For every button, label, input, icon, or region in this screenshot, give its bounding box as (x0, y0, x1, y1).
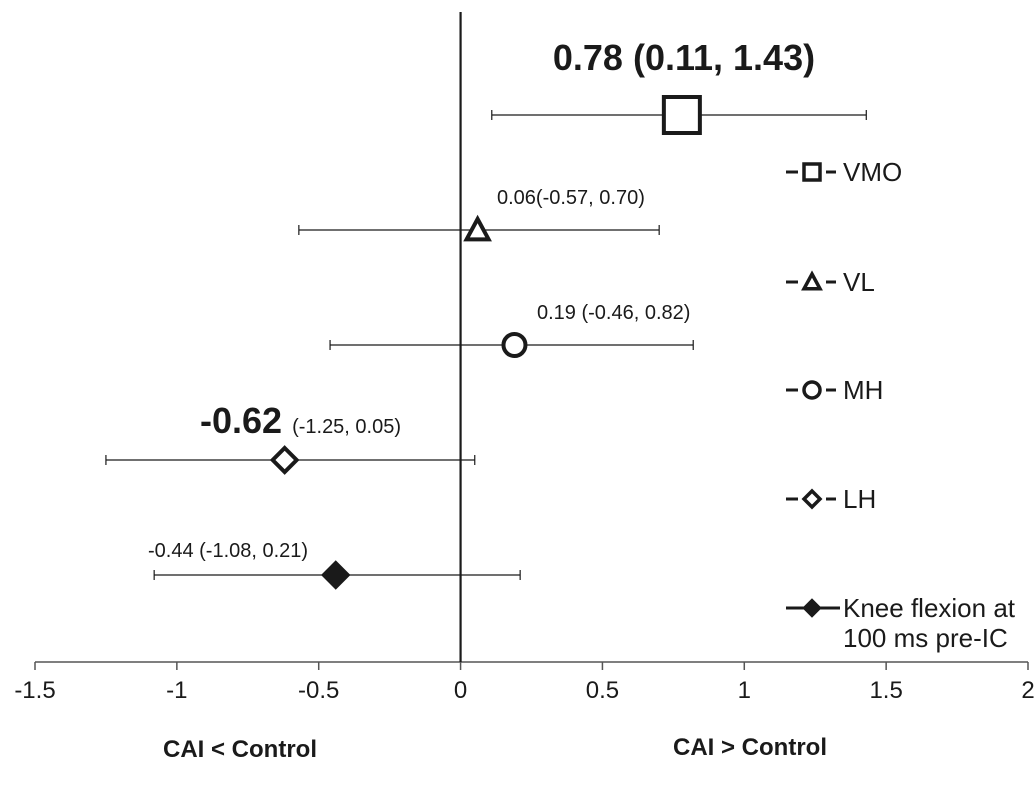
estimate-label-main: 0.19 (-0.46, 0.82) (537, 302, 690, 324)
estimate-label-main: -0.44 (-1.08, 0.21) (148, 540, 308, 562)
estimate-label: -0.44 (-1.08, 0.21) (148, 540, 308, 562)
x-tick-label: 0.5 (586, 677, 619, 704)
x-tick-label: 0 (454, 677, 467, 704)
point-estimate-marker (661, 95, 702, 135)
legend-marker (802, 598, 822, 618)
legend-marker (801, 488, 823, 510)
x-axis: -1.5 -1 -0.5 0 0.5 1 1.5 2 (14, 661, 1035, 704)
estimate-label-main: 0.06(-0.57, 0.70) (497, 187, 645, 209)
legend-label: LH (843, 484, 876, 514)
legend-item-2: VL (786, 267, 875, 297)
legend-item-3: MH (786, 375, 883, 405)
legend-marker (801, 270, 823, 291)
legend-marker (802, 380, 822, 400)
legend-label: VMO (843, 157, 902, 187)
legend-label: 100 ms pre-IC (843, 623, 1008, 653)
x-tick-label: 2 (1021, 677, 1034, 704)
legend-marker (802, 162, 822, 182)
series-2: 0.06(-0.57, 0.70) (298, 187, 660, 242)
series-5: -0.44 (-1.08, 0.21) (148, 540, 521, 590)
x-tick-label: -1.5 (14, 677, 55, 704)
legend-item-4: LH (786, 484, 876, 514)
x-tick-label: -1 (166, 677, 187, 704)
series-4: -0.62 (-1.25, 0.05) (105, 400, 476, 475)
x-tick-label: 1.5 (869, 677, 902, 704)
legend-label: MH (843, 375, 883, 405)
estimate-label-main: -0.62 (200, 400, 282, 441)
point-estimate-marker (501, 332, 528, 358)
series-group: 0.78 (0.11, 1.43) 0.06(-0.57, 0.70) 0.19 (… (105, 37, 867, 590)
estimate-label: 0.06(-0.57, 0.70) (497, 187, 645, 209)
x-tick-label: 1 (738, 677, 751, 704)
series-3: 0.19 (-0.46, 0.82) (329, 302, 694, 358)
point-estimate-marker (321, 560, 351, 590)
estimate-label: -0.62 (-1.25, 0.05) (200, 400, 401, 441)
point-estimate-marker (463, 214, 492, 242)
x-axis-label-right: CAI > Control (673, 734, 827, 761)
legend-label: Knee flexion at (843, 593, 1016, 623)
point-estimate-marker (269, 445, 300, 475)
estimate-label: 0.78 (0.11, 1.43) (553, 37, 815, 78)
x-axis-label-left: CAI < Control (163, 736, 317, 763)
estimate-label-ci: (-1.25, 0.05) (292, 416, 401, 438)
series-1: 0.78 (0.11, 1.43) (491, 37, 867, 135)
estimate-label: 0.19 (-0.46, 0.82) (537, 302, 690, 324)
legend-label: VL (843, 267, 875, 297)
estimate-label-main: 0.78 (0.11, 1.43) (553, 37, 815, 78)
legend-item-1: VMO (786, 157, 902, 187)
x-tick-label: -0.5 (298, 677, 339, 704)
